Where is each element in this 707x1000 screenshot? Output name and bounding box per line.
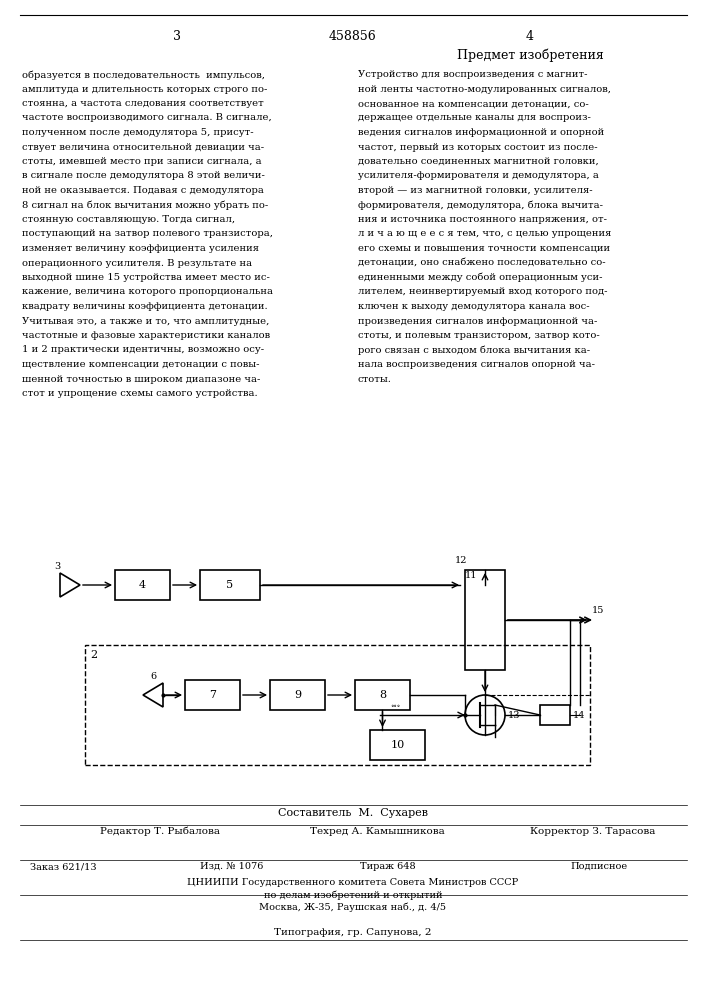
- Text: нала воспроизведения сигналов опорной ча-: нала воспроизведения сигналов опорной ча…: [358, 360, 595, 369]
- Text: формирователя, демодулятора, блока вычита-: формирователя, демодулятора, блока вычит…: [358, 200, 603, 210]
- Text: ществление компенсации детонации с повы-: ществление компенсации детонации с повы-: [22, 360, 259, 369]
- Text: ния и источника постоянного напряжения, от-: ния и источника постоянного напряжения, …: [358, 215, 607, 224]
- Text: частот, первый из которых состоит из после-: частот, первый из которых состоит из пос…: [358, 142, 597, 151]
- Text: ∘∘∘: ∘∘∘: [390, 702, 400, 710]
- Bar: [270, 680, 325, 710]
- Text: стот и упрощение схемы самого устройства.: стот и упрощение схемы самого устройства…: [22, 389, 257, 398]
- Text: ствует величина относительной девиации ча-: ствует величина относительной девиации ч…: [22, 142, 264, 151]
- Text: Устройство для воспроизведения с магнит-: Устройство для воспроизведения с магнит-: [358, 70, 588, 79]
- Text: Москва, Ж-35, Раушская наб., д. 4/5: Москва, Ж-35, Раушская наб., д. 4/5: [259, 902, 447, 912]
- Text: Тираж 648: Тираж 648: [360, 862, 416, 871]
- Text: лителем, неинвертируемый вход которого под-: лителем, неинвертируемый вход которого п…: [358, 288, 607, 296]
- Text: 4: 4: [139, 580, 146, 590]
- Text: Заказ 621/13: Заказ 621/13: [30, 862, 97, 871]
- Bar: [200, 570, 260, 600]
- Bar: [115, 570, 170, 600]
- Text: стоты, и полевым транзистором, затвор кото-: стоты, и полевым транзистором, затвор ко…: [358, 331, 600, 340]
- Text: ной ленты частотно-модулированных сигналов,: ной ленты частотно-модулированных сигнал…: [358, 85, 611, 94]
- Text: Составитель  М.  Сухарев: Составитель М. Сухарев: [278, 808, 428, 818]
- Text: частотные и фазовые характеристики каналов: частотные и фазовые характеристики канал…: [22, 331, 270, 340]
- Text: держащее отдельные каналы для воспроиз-: держащее отдельные каналы для воспроиз-: [358, 113, 591, 122]
- Text: 7: 7: [209, 690, 216, 700]
- Bar: [370, 730, 425, 760]
- Text: усилителя-формирователя и демодулятора, а: усилителя-формирователя и демодулятора, …: [358, 172, 599, 180]
- Text: стоты.: стоты.: [358, 374, 392, 383]
- Text: единенными между собой операционным уси-: единенными между собой операционным уси-: [358, 273, 602, 282]
- Text: детонации, оно снабжено последовательно со-: детонации, оно снабжено последовательно …: [358, 258, 606, 267]
- Text: стоянную составляющую. Тогда сигнал,: стоянную составляющую. Тогда сигнал,: [22, 215, 235, 224]
- Text: его схемы и повышения точности компенсации: его схемы и повышения точности компенсац…: [358, 244, 610, 253]
- Text: амплитуда и длительность которых строго по-: амплитуда и длительность которых строго …: [22, 85, 267, 94]
- Text: 5: 5: [226, 580, 233, 590]
- Text: 11: 11: [465, 571, 477, 580]
- Text: квадрату величины коэффициента детонации.: квадрату величины коэффициента детонации…: [22, 302, 268, 311]
- Text: 4: 4: [526, 30, 534, 43]
- Text: кажение, величина которого пропорциональна: кажение, величина которого пропорциональ…: [22, 288, 273, 296]
- Text: 8: 8: [379, 690, 386, 700]
- Text: 9: 9: [294, 690, 301, 700]
- Text: по делам изобретений и открытий: по делам изобретений и открытий: [264, 890, 443, 900]
- Text: 3: 3: [173, 30, 181, 43]
- Text: Техред А. Камышникова: Техред А. Камышникова: [310, 827, 445, 836]
- Text: частоте воспроизводимого сигнала. В сигнале,: частоте воспроизводимого сигнала. В сигн…: [22, 113, 271, 122]
- Bar: [355, 680, 410, 710]
- Text: 458856: 458856: [329, 30, 377, 43]
- Text: поступающий на затвор полевого транзистора,: поступающий на затвор полевого транзисто…: [22, 230, 273, 238]
- Text: шенной точностью в широком диапазоне ча-: шенной точностью в широком диапазоне ча-: [22, 374, 260, 383]
- Text: основанное на компенсации детонации, со-: основанное на компенсации детонации, со-: [358, 99, 589, 108]
- Text: Изд. № 1076: Изд. № 1076: [200, 862, 264, 871]
- Text: стоянна, а частота следования соответствует: стоянна, а частота следования соответств…: [22, 99, 264, 108]
- Bar: [465, 570, 505, 670]
- Text: л и ч а ю щ е е с я тем, что, с целью упрощения: л и ч а ю щ е е с я тем, что, с целью уп…: [358, 230, 612, 238]
- Text: ведения сигналов информационной и опорной: ведения сигналов информационной и опорно…: [358, 128, 604, 137]
- Text: 6: 6: [150, 672, 156, 681]
- Text: Предмет изобретения: Предмет изобретения: [457, 48, 603, 62]
- Text: 13: 13: [508, 710, 520, 720]
- Bar: [540, 705, 570, 725]
- Text: стоты, имевшей место при записи сигнала, а: стоты, имевшей место при записи сигнала,…: [22, 157, 262, 166]
- Text: образуется в последовательность  импульсов,: образуется в последовательность импульсо…: [22, 70, 265, 80]
- Text: Типография, гр. Сапунова, 2: Типография, гр. Сапунова, 2: [274, 928, 432, 937]
- Text: 3: 3: [54, 562, 60, 571]
- Text: Подписное: Подписное: [570, 862, 627, 871]
- Text: произведения сигналов информационной ча-: произведения сигналов информационной ча-: [358, 316, 597, 326]
- Text: рого связан с выходом блока вычитания ка-: рого связан с выходом блока вычитания ка…: [358, 346, 590, 355]
- Bar: [85, 645, 590, 765]
- Text: 14: 14: [573, 710, 585, 720]
- Text: изменяет величину коэффициента усиления: изменяет величину коэффициента усиления: [22, 244, 259, 253]
- Text: ЦНИИПИ Государственного комитета Совета Министров СССР: ЦНИИПИ Государственного комитета Совета …: [187, 878, 519, 887]
- Text: второй — из магнитной головки, усилителя-: второй — из магнитной головки, усилителя…: [358, 186, 592, 195]
- Text: Учитывая это, а также и то, что амплитудные,: Учитывая это, а также и то, что амплитуд…: [22, 316, 269, 326]
- Text: 12: 12: [455, 556, 467, 565]
- Text: в сигнале после демодулятора 8 этой величи-: в сигнале после демодулятора 8 этой вели…: [22, 172, 265, 180]
- Text: ной не оказывается. Подавая с демодулятора: ной не оказывается. Подавая с демодулято…: [22, 186, 264, 195]
- Text: 10: 10: [390, 740, 404, 750]
- Text: ключен к выходу демодулятора канала вос-: ключен к выходу демодулятора канала вос-: [358, 302, 590, 311]
- Text: 1 и 2 практически идентичны, возможно осу-: 1 и 2 практически идентичны, возможно ос…: [22, 346, 264, 355]
- Text: 15: 15: [592, 606, 604, 615]
- Text: Корректор З. Тарасова: Корректор З. Тарасова: [530, 827, 655, 836]
- Text: выходной шине 15 устройства имеет место ис-: выходной шине 15 устройства имеет место …: [22, 273, 270, 282]
- Text: 2: 2: [90, 650, 97, 660]
- Text: операционного усилителя. В результате на: операционного усилителя. В результате на: [22, 258, 252, 267]
- Text: довательно соединенных магнитной головки,: довательно соединенных магнитной головки…: [358, 157, 599, 166]
- Text: полученном после демодулятора 5, присут-: полученном после демодулятора 5, присут-: [22, 128, 254, 137]
- Bar: [185, 680, 240, 710]
- Text: 8 сигнал на блок вычитания можно убрать по-: 8 сигнал на блок вычитания можно убрать …: [22, 200, 268, 210]
- Text: Редактор Т. Рыбалова: Редактор Т. Рыбалова: [100, 827, 220, 836]
